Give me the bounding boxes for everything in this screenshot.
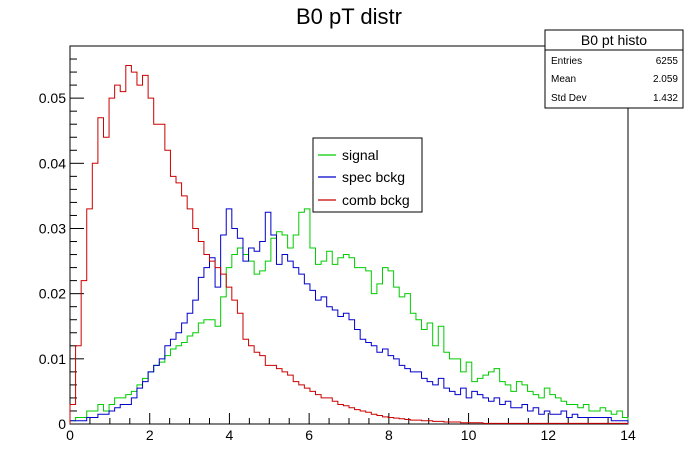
stats-entries-value: 6255 [656,56,679,67]
stats-box: B0 pt histo Entries 6255 Mean 2.059 Std … [544,29,684,109]
x-axis: 0 2 4 6 8 10 12 14 [66,413,636,443]
x-tick-label: 6 [305,427,313,443]
y-tick-label: 0.05 [39,90,66,106]
chart-title: B0 pT distr [296,4,402,29]
y-axis: 0 0.01 0.02 0.03 0.04 0.05 [39,45,84,432]
legend-label-spec-bckg: spec bckg [342,169,405,185]
stats-entries-label: Entries [551,56,582,67]
x-tick-label: 10 [461,427,477,443]
x-tick-label: 8 [385,427,393,443]
x-tick-label: 0 [66,427,74,443]
stats-stddev-value: 1.432 [653,93,678,104]
x-tick-label: 4 [226,427,234,443]
x-tick-label: 12 [540,427,556,443]
legend: signal spec bckg comb bckg [312,137,423,213]
stats-mean-label: Mean [551,74,576,85]
stats-stddev-label: Std Dev [551,93,587,104]
legend-label-comb-bckg: comb bckg [342,192,410,208]
series-spec-bckg [69,208,629,424]
x-tick-label: 2 [146,427,154,443]
series-layer [69,65,629,424]
y-tick-label: 0.04 [39,155,66,171]
y-tick-label: 0.03 [39,220,66,236]
stats-mean-value: 2.059 [653,74,678,85]
y-tick-label: 0 [58,416,66,432]
stats-box-frame [544,29,684,109]
y-tick-label: 0.01 [39,351,66,367]
stats-box-title: B0 pt histo [581,32,647,48]
legend-label-signal: signal [342,147,379,163]
series-signal [69,208,629,424]
y-tick-label: 0.02 [39,286,66,302]
x-tick-label: 14 [620,427,636,443]
series-comb-bckg [69,65,629,424]
